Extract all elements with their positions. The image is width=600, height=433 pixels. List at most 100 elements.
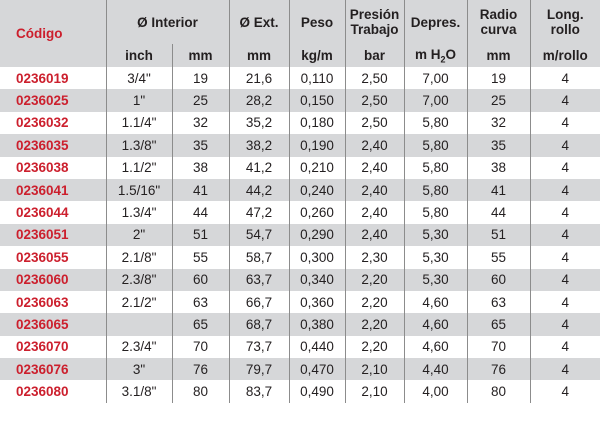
cell-depres: 4,60 <box>404 335 468 359</box>
cell-code: 0236038 <box>0 156 107 179</box>
header-long-line1: Long. <box>546 7 584 22</box>
cell-code: 0236070 <box>0 335 107 359</box>
header-depres: Depres. <box>404 0 468 44</box>
cell-mm: 19 <box>172 67 230 90</box>
cell-ext: 68,7 <box>229 313 290 336</box>
cell-mm: 32 <box>172 111 230 135</box>
cell-bar: 2,20 <box>345 335 405 359</box>
cell-code: 0236044 <box>0 201 107 224</box>
cell-inch: 3" <box>106 358 173 381</box>
cell-mm: 41 <box>172 178 230 202</box>
cell-mm: 65 <box>172 313 230 336</box>
cell-peso: 0,490 <box>289 380 346 403</box>
cell-radio: 65 <box>467 313 531 336</box>
cell-inch: 2.3/4" <box>106 335 173 359</box>
unit-inch: inch <box>106 44 173 67</box>
header-presion-line2: Trabajo <box>350 22 399 37</box>
cell-code: 0236025 <box>0 89 107 112</box>
cell-radio: 35 <box>467 134 531 157</box>
unit-mh2o-post: O <box>445 46 457 62</box>
cell-peso: 0,440 <box>289 335 346 359</box>
cell-long: 4 <box>530 223 600 247</box>
header-ext: Ø Ext. <box>229 0 290 44</box>
cell-long: 4 <box>530 89 600 112</box>
unit-mh2o-sub: 2 <box>440 54 446 65</box>
cell-inch: 1.3/4" <box>106 201 173 224</box>
unit-mh2o-pre: m H <box>414 46 441 62</box>
unit-mm-radio: mm <box>467 44 531 67</box>
cell-radio: 55 <box>467 246 531 269</box>
cell-long: 4 <box>561 205 570 221</box>
cell-long: 4 <box>561 115 570 131</box>
cell-mm: 76 <box>172 358 230 381</box>
cell-ext: 35,2 <box>229 111 290 135</box>
cell-inch: 1.1/4" <box>106 111 173 135</box>
cell-long: 4 <box>530 134 600 157</box>
cell-mm: 80 <box>172 380 230 403</box>
cell-code: 0236065 <box>0 313 107 336</box>
cell-mm: 51 <box>172 223 230 247</box>
cell-mm: 60 <box>172 268 230 291</box>
cell-inch: 2.1/8" <box>106 246 173 269</box>
cell-code: 0236063 <box>0 290 107 314</box>
table-row: 0236035 1.3/8" 35 38,2 0,190 2,40 5,80 35 4 <box>0 134 600 157</box>
cell-peso: 0,210 <box>289 156 346 179</box>
cell-depres: 5,30 <box>404 268 468 291</box>
spec-table: Código Ø Interior Ø Ext. Peso Presión Tra… <box>0 0 600 403</box>
cell-depres: 5,30 <box>404 246 468 269</box>
table-row: 0236032 1.1/4" 32 35,2 0,180 2,50 5,80 32 4 <box>0 111 600 135</box>
cell-depres: 4,00 <box>404 380 468 403</box>
cell-code: 0236080 <box>0 380 107 403</box>
header-radio-line2: curva <box>480 22 517 37</box>
cell-peso: 0,110 <box>289 67 346 90</box>
header-peso: Peso <box>289 0 346 44</box>
table-row: 0236055 2.1/8" 55 58,7 0,300 2,30 5,30 55 4 <box>0 246 600 269</box>
cell-bar: 2,10 <box>345 380 405 403</box>
cell-bar: 2,40 <box>345 134 405 157</box>
cell-bar: 2,40 <box>345 223 405 247</box>
cell-ext: 44,2 <box>229 178 290 202</box>
cell-bar: 2,50 <box>345 67 405 90</box>
cell-radio: 19 <box>467 67 531 90</box>
cell-inch: 1.3/8" <box>106 134 173 157</box>
header-long-line2: rollo <box>550 22 580 37</box>
cell-radio: 80 <box>467 380 531 403</box>
cell-ext: 54,7 <box>229 223 290 247</box>
cell-code: 0236032 <box>0 111 107 135</box>
cell-mm: 25 <box>172 89 230 112</box>
cell-depres: 5,80 <box>404 156 468 179</box>
unit-mm-ext: mm <box>229 44 290 67</box>
cell-ext: 47,2 <box>229 201 290 224</box>
cell-long: 4 <box>530 268 600 291</box>
cell-ext: 21,6 <box>229 67 290 90</box>
cell-bar: 2,20 <box>345 313 405 336</box>
table-row: 0236060 2.3/8" 60 63,7 0,340 2,20 5,30 60 4 <box>0 268 600 291</box>
cell-bar: 2,30 <box>345 246 405 269</box>
cell-radio: 41 <box>467 178 531 202</box>
cell-depres: 5,80 <box>404 134 468 157</box>
cell-radio: 38 <box>467 156 531 179</box>
cell-depres: 5,80 <box>404 178 468 202</box>
header-radio: Radio curva <box>467 0 531 44</box>
cell-peso: 0,340 <box>289 268 346 291</box>
unit-mm-interior: mm <box>172 44 230 67</box>
cell-code: 0236076 <box>0 358 107 381</box>
cell-peso: 0,260 <box>289 201 346 224</box>
cell-long: 4 <box>561 384 570 400</box>
cell-peso: 0,470 <box>289 358 346 381</box>
units-row: inch mm mm kg/m bar m H2O mm m/rollo <box>0 44 600 67</box>
cell-depres: 5,80 <box>404 111 468 135</box>
cell-inch: 2.1/2" <box>106 290 173 314</box>
header-presion: Presión Trabajo <box>345 0 405 44</box>
cell-peso: 0,300 <box>289 246 346 269</box>
cell-radio: 63 <box>467 290 531 314</box>
cell-radio: 25 <box>467 89 531 112</box>
cell-radio: 76 <box>467 358 531 381</box>
table-row: 0236076 3" 76 79,7 0,470 2,10 4,40 76 4 <box>0 358 600 381</box>
cell-mm: 35 <box>172 134 230 157</box>
cell-inch: 1.5/16" <box>106 178 173 202</box>
cell-radio: 32 <box>467 111 531 135</box>
table-body: 0236019 3/4" 19 21,6 0,110 2,50 7,00 19 4 0236025… <box>0 67 600 403</box>
cell-depres: 4,60 <box>404 313 468 336</box>
cell-depres: 5,80 <box>404 201 468 224</box>
